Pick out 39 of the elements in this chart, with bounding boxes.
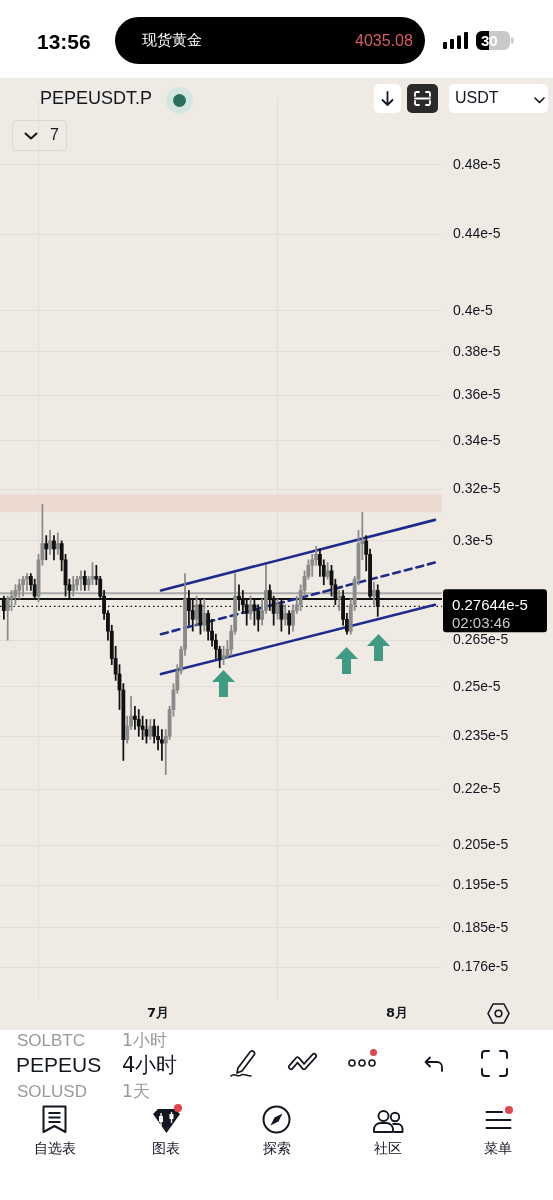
candlestick bbox=[159, 729, 164, 761]
text: 1小时 bbox=[122, 1030, 167, 1051]
y-tick-label: 0.265e-5 bbox=[453, 631, 509, 648]
text: PEPEUS bbox=[16, 1053, 102, 1078]
y-tick-label: 0.195e-5 bbox=[453, 876, 509, 893]
y-tick-label: 0.185e-5 bbox=[453, 918, 509, 935]
text: USDT bbox=[455, 89, 499, 108]
y-tick-label: 0.25e-5 bbox=[453, 677, 501, 694]
text: 02:03:46 bbox=[452, 613, 511, 631]
y-tick-label: 0.176e-5 bbox=[453, 958, 509, 975]
text: SOLUSD bbox=[17, 1082, 87, 1102]
y-tick-label: 0.34e-5 bbox=[453, 431, 501, 448]
y-tick-label: 0.205e-5 bbox=[453, 836, 509, 853]
y-tick-label: 0.22e-5 bbox=[453, 779, 501, 796]
text: 4小时 bbox=[122, 1053, 178, 1078]
y-tick-label: 0.3e-5 bbox=[453, 531, 493, 548]
y-tick-label: 0.4e-5 bbox=[453, 301, 493, 318]
y-tick-label: 0.32e-5 bbox=[453, 480, 501, 497]
text: 社区 bbox=[374, 1140, 402, 1157]
text: 图表 bbox=[152, 1140, 180, 1157]
chart-title: PEPEUSDT.P bbox=[40, 88, 153, 109]
annotation: 7 bbox=[50, 126, 59, 145]
text: 探索 bbox=[263, 1140, 291, 1157]
y-tick-label: 0.48e-5 bbox=[453, 155, 501, 172]
text: 13:56 bbox=[37, 30, 91, 55]
text: 1天 bbox=[122, 1081, 150, 1102]
text: 现货黄金 bbox=[142, 31, 202, 50]
x-tick-label: 7月 bbox=[147, 1005, 170, 1021]
y-tick-label: 0.235e-5 bbox=[453, 727, 509, 744]
text: 自选表 bbox=[34, 1140, 76, 1157]
y-tick-label: 0.44e-5 bbox=[453, 225, 501, 242]
text: 4035.08 bbox=[355, 32, 413, 51]
x-tick-label: 8月 bbox=[386, 1005, 409, 1021]
y-tick-label: 0.38e-5 bbox=[453, 342, 501, 359]
text: 菜单 bbox=[484, 1140, 512, 1157]
candlestick bbox=[79, 570, 83, 591]
ref-line-label: 0.27644e-5 bbox=[452, 595, 528, 613]
y-tick-label: 0.36e-5 bbox=[453, 385, 501, 402]
text: SOLBTC bbox=[17, 1031, 86, 1051]
